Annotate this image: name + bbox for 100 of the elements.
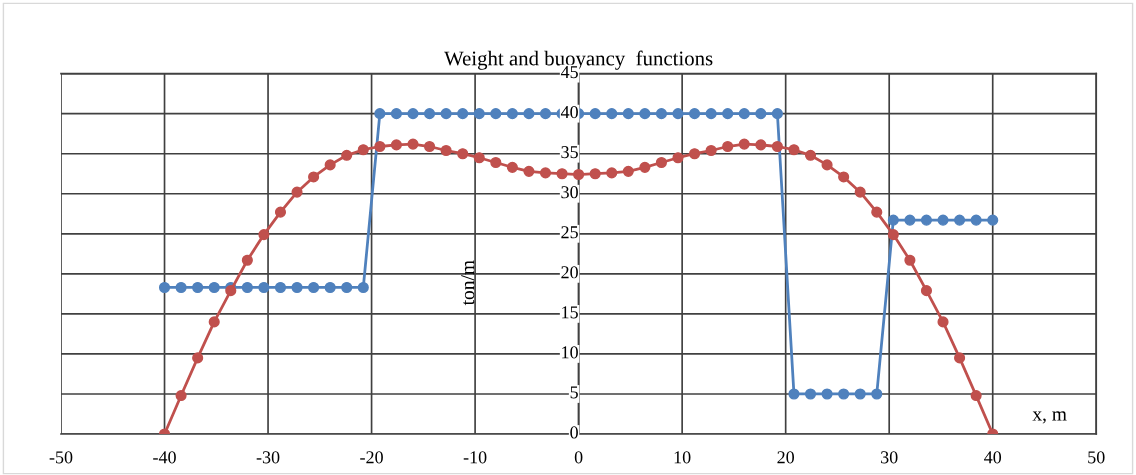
point [788,144,800,156]
point [920,214,933,226]
point [606,108,618,120]
point [241,254,253,266]
point [622,108,634,120]
point [589,168,601,180]
x-tick-label: -50 [49,451,73,464]
x-tick-label: 30 [881,451,898,464]
point [423,108,436,120]
point [324,159,336,171]
point [341,149,353,161]
point [175,281,187,294]
point [854,186,866,198]
point [192,281,204,294]
point [738,138,750,150]
point [341,281,353,294]
point [357,281,369,294]
point [506,161,518,173]
y-tick-label: 35 [561,146,578,159]
point [821,388,833,400]
point [639,108,651,120]
point [225,285,237,297]
point [490,108,502,120]
point [655,156,667,169]
point [838,388,850,400]
point [887,229,899,241]
y-tick-label: 5 [570,386,578,399]
point [954,352,966,364]
y-tick-label: 15 [562,306,578,319]
point [970,390,982,402]
point [987,214,999,226]
point [937,316,949,328]
point [904,254,916,266]
point [506,108,518,120]
point [771,108,783,120]
point [606,167,618,179]
y-tick-label: 0 [570,426,578,439]
point [954,214,966,226]
point [175,390,187,402]
point [573,168,585,181]
point [374,140,386,153]
point [457,108,469,120]
y-tick-label: 25 [561,226,578,239]
point [871,206,883,218]
point [274,281,287,294]
x-tick-label: -30 [256,451,280,464]
point [788,388,800,400]
point [274,206,287,218]
point [804,388,817,400]
x-tick-label: -40 [153,451,176,464]
point [755,139,767,151]
point [308,171,320,183]
point [705,108,717,120]
x-tick-label: 40 [984,451,1002,464]
point [357,144,369,156]
point [208,281,220,294]
y-axis-title: ton/m [461,260,475,306]
point [523,165,535,177]
point [705,144,717,157]
point [722,108,734,120]
x-tick-label: 10 [674,451,691,464]
point [423,140,436,153]
point [937,214,949,226]
point [407,108,419,120]
point [473,152,485,164]
point [457,148,469,160]
y-tick-label: 40 [560,106,578,119]
point [738,108,750,120]
point [672,108,684,120]
point [490,156,502,169]
point [689,148,701,160]
point [258,229,270,241]
point [440,144,452,157]
point [970,214,982,226]
point [539,108,552,120]
point [308,281,320,294]
x-tick-label: 50 [1088,451,1105,464]
point [589,108,601,120]
point [887,214,899,226]
point [192,352,204,364]
point [655,108,667,120]
x-tick-label: -20 [360,451,383,464]
point [556,168,568,180]
point [821,159,833,171]
point [407,138,419,150]
point [258,281,270,294]
point [473,108,485,120]
point [689,108,701,120]
y-tick-label: 20 [561,266,578,279]
point [539,167,552,179]
point [241,281,253,294]
point [920,285,933,297]
point [904,214,916,226]
point [523,108,535,120]
y-tick-label: 10 [562,346,578,359]
point [622,165,634,177]
point [854,388,866,400]
point [374,108,386,120]
point [291,281,303,294]
y-tick-label: 30 [561,186,578,199]
